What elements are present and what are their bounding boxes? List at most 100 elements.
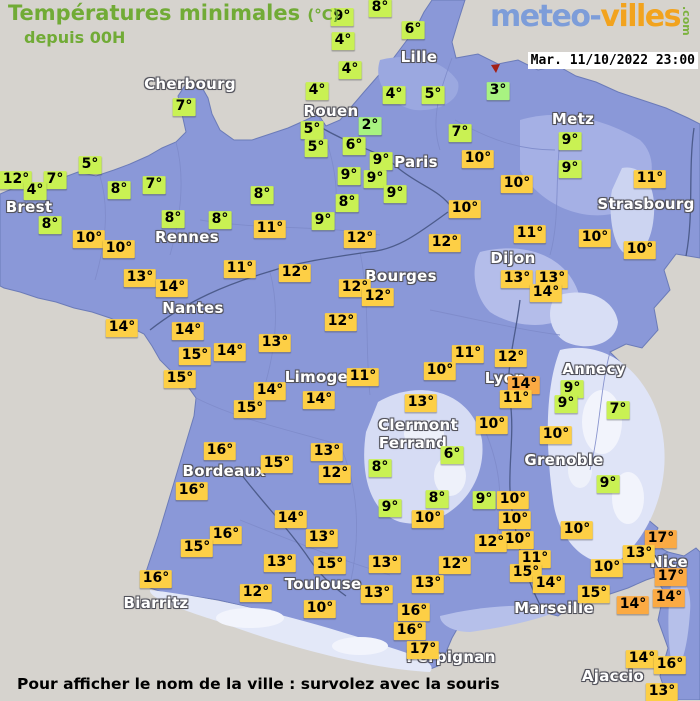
temp-label[interactable]: 15°	[163, 370, 197, 388]
temp-label[interactable]: 7°	[172, 98, 196, 116]
temp-label[interactable]: 8°	[335, 194, 359, 212]
temp-label[interactable]: 13°	[123, 269, 157, 287]
temp-label[interactable]: 9°	[383, 185, 407, 203]
temp-label[interactable]: 5°	[421, 86, 445, 104]
temp-label[interactable]: 4°	[305, 82, 329, 100]
temp-label[interactable]: 12°	[318, 465, 352, 483]
temp-label[interactable]: 16°	[175, 482, 209, 500]
temp-label[interactable]: 8°	[368, 0, 392, 17]
temp-label[interactable]: 5°	[78, 156, 102, 174]
temp-label[interactable]: 9°	[560, 380, 584, 398]
temp-label[interactable]: 10°	[498, 511, 532, 529]
temp-label[interactable]: 10°	[72, 230, 106, 248]
temp-label[interactable]: 10°	[539, 426, 573, 444]
temp-label[interactable]: 5°	[300, 121, 324, 139]
temp-label[interactable]: 11°	[499, 390, 533, 408]
temp-label[interactable]: 14°	[529, 284, 563, 302]
temp-label[interactable]: 17°	[406, 641, 440, 659]
temp-label[interactable]: 12°	[239, 584, 273, 602]
temp-label[interactable]: 8°	[208, 211, 232, 229]
temp-label[interactable]: 4°	[331, 32, 355, 50]
temp-label[interactable]: 14°	[213, 343, 247, 361]
temp-label[interactable]: 9°	[311, 212, 335, 230]
temp-label[interactable]: 8°	[161, 210, 185, 228]
temp-label[interactable]: 8°	[425, 490, 449, 508]
temp-label[interactable]: 9°	[596, 475, 620, 493]
temp-label[interactable]: 14°	[274, 510, 308, 528]
temp-label[interactable]: 8°	[250, 186, 274, 204]
temp-label[interactable]: 15°	[233, 400, 267, 418]
temp-label[interactable]: 10°	[303, 600, 337, 618]
temp-label[interactable]: 6°	[401, 21, 425, 39]
temp-label[interactable]: 16°	[139, 570, 173, 588]
temp-label[interactable]: 9°	[558, 132, 582, 150]
temp-label[interactable]: 4°	[382, 86, 406, 104]
temp-label[interactable]: 17°	[654, 568, 688, 586]
temp-label[interactable]: 14°	[625, 650, 659, 668]
temp-label[interactable]: 14°	[105, 319, 139, 337]
temp-label[interactable]: 13°	[411, 575, 445, 593]
temp-label[interactable]: 7°	[448, 124, 472, 142]
temp-label[interactable]: 13°	[263, 554, 297, 572]
temp-label[interactable]: 8°	[107, 181, 131, 199]
temp-label[interactable]: 15°	[180, 539, 214, 557]
temp-label[interactable]: 12°	[343, 230, 377, 248]
temp-label[interactable]: 11°	[253, 220, 287, 238]
temp-label[interactable]: 13°	[645, 683, 679, 701]
temp-label[interactable]: 10°	[496, 491, 530, 509]
temp-label[interactable]: 9°	[558, 160, 582, 178]
temp-label[interactable]: 9°	[378, 499, 402, 517]
temp-label[interactable]: 17°	[644, 530, 678, 548]
temp-label[interactable]: 9°	[337, 167, 361, 185]
temp-label[interactable]: 14°	[171, 322, 205, 340]
temp-label[interactable]: 13°	[368, 555, 402, 573]
temp-label[interactable]: 2°	[358, 117, 382, 135]
temp-label[interactable]: 11°	[513, 225, 547, 243]
temp-label[interactable]: 13°	[310, 443, 344, 461]
temp-label[interactable]: 11°	[633, 170, 667, 188]
temp-label[interactable]: 14°	[302, 391, 336, 409]
temp-label[interactable]: 14°	[652, 589, 686, 607]
temp-label[interactable]: 9°	[472, 491, 496, 509]
temp-label[interactable]: 15°	[313, 556, 347, 574]
temp-label[interactable]: 11°	[451, 345, 485, 363]
temp-label[interactable]: 13°	[258, 334, 292, 352]
temp-label[interactable]: 12°	[324, 313, 358, 331]
temp-label[interactable]: 10°	[590, 559, 624, 577]
temp-label[interactable]: 13°	[360, 585, 394, 603]
temp-label[interactable]: 7°	[43, 171, 67, 189]
temp-label[interactable]: 15°	[260, 455, 294, 473]
temp-label[interactable]: 14°	[253, 382, 287, 400]
temp-label[interactable]: 16°	[209, 526, 243, 544]
temp-label[interactable]: 5°	[304, 139, 328, 157]
temp-label[interactable]: 9°	[554, 395, 578, 413]
temp-label[interactable]: 10°	[461, 150, 495, 168]
temp-label[interactable]: 13°	[305, 529, 339, 547]
temp-label[interactable]: 11°	[518, 550, 552, 568]
temp-label[interactable]: 11°	[223, 260, 257, 278]
temp-label[interactable]: 13°	[500, 270, 534, 288]
temp-label[interactable]: 14°	[155, 279, 189, 297]
temp-label[interactable]: 10°	[500, 175, 534, 193]
temp-label[interactable]: 9°	[330, 8, 354, 26]
temp-label[interactable]: 7°	[142, 176, 166, 194]
temp-label[interactable]: 13°	[535, 270, 569, 288]
temp-label[interactable]: 8°	[38, 216, 62, 234]
temp-label[interactable]: 15°	[577, 585, 611, 603]
temp-label[interactable]: 9°	[369, 152, 393, 170]
temp-label[interactable]: 16°	[653, 656, 687, 674]
temp-label[interactable]: 10°	[448, 200, 482, 218]
temp-label[interactable]: 11°	[346, 368, 380, 386]
temp-label[interactable]: 14°	[532, 575, 566, 593]
temp-label[interactable]: 10°	[102, 240, 136, 258]
temp-label[interactable]: 10°	[578, 229, 612, 247]
temp-label[interactable]: 10°	[560, 521, 594, 539]
site-logo[interactable]: meteo- villes .com	[490, 2, 693, 36]
temp-label[interactable]: 6°	[342, 137, 366, 155]
temp-label[interactable]: 16°	[203, 442, 237, 460]
temp-label[interactable]: 10°	[411, 510, 445, 528]
temp-label[interactable]: 14°	[616, 596, 650, 614]
temp-label[interactable]: 16°	[393, 622, 427, 640]
temp-label[interactable]: 8°	[368, 459, 392, 477]
temp-label[interactable]: 13°	[622, 545, 656, 563]
